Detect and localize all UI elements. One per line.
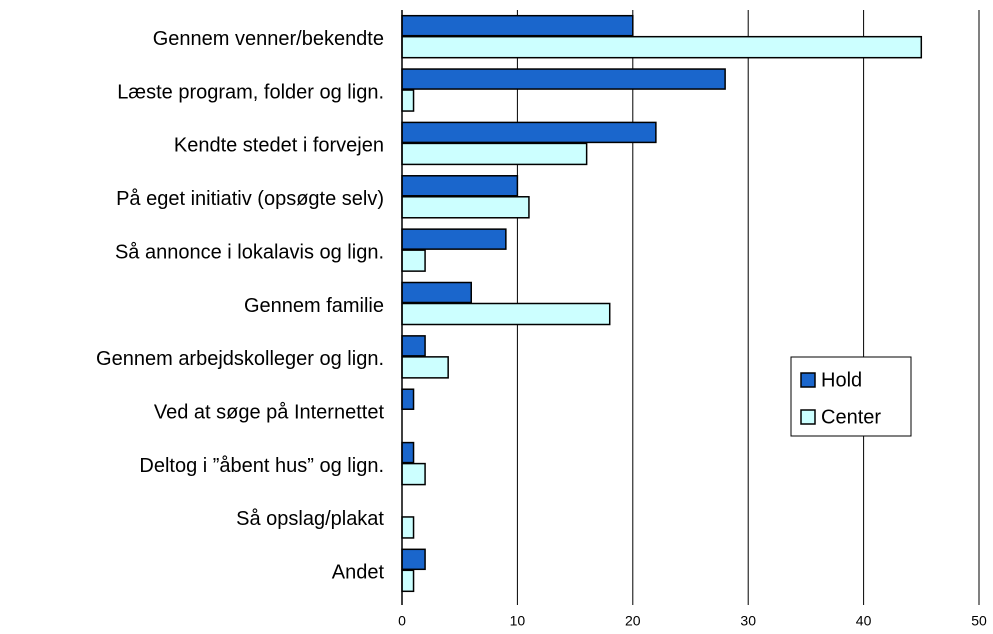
bar: [401, 302, 611, 326]
y-tick-label: Gennem arbejdskolleger og lign.: [96, 348, 384, 370]
bar: [401, 228, 507, 250]
bar: [401, 548, 426, 571]
y-tick-label: Gennem venner/bekendte: [153, 28, 384, 50]
y-tick-label: Læste program, folder og lign.: [117, 81, 384, 103]
bar: [401, 516, 415, 539]
bar: [401, 335, 426, 357]
y-tick-label: Så opslag/plakat: [236, 508, 384, 530]
legend-swatch: [800, 409, 816, 425]
x-tick-label: 20: [625, 613, 641, 629]
bar: [401, 121, 657, 144]
bar: [401, 14, 634, 37]
y-tick-label: Andet: [332, 562, 385, 584]
bar: [401, 68, 726, 90]
bar: [401, 35, 923, 59]
x-tick-label: 0: [398, 613, 406, 629]
bar: [401, 281, 472, 304]
bar: [401, 388, 415, 410]
bar: [401, 196, 530, 219]
x-tick-label: 10: [510, 613, 526, 629]
legend-swatch: [800, 372, 816, 388]
legend-label: Center: [821, 406, 881, 428]
x-tick-label: 30: [740, 613, 756, 629]
bar: [401, 89, 415, 112]
y-tick-label: På eget initiativ (opsøgte selv): [116, 188, 384, 210]
bar: [401, 441, 415, 464]
bar: [401, 249, 426, 272]
bar: [401, 175, 519, 197]
x-tick-label: 40: [856, 613, 872, 629]
x-tick-label: 50: [971, 613, 987, 629]
bar: [401, 462, 426, 486]
bar: [401, 569, 415, 593]
y-tick-label: Gennem familie: [244, 295, 384, 317]
legend-label: Hold: [821, 369, 862, 391]
y-tick-label: Kendte stedet i forvejen: [174, 135, 384, 157]
y-tick-label: Deltog i ”åbent hus” og lign.: [139, 455, 384, 477]
y-tick-label: Ved at søge på Internettet: [154, 402, 385, 424]
y-tick-label: Så annonce i lokalavis og lign.: [115, 241, 384, 263]
bar: [401, 142, 588, 166]
bar: [401, 356, 449, 379]
